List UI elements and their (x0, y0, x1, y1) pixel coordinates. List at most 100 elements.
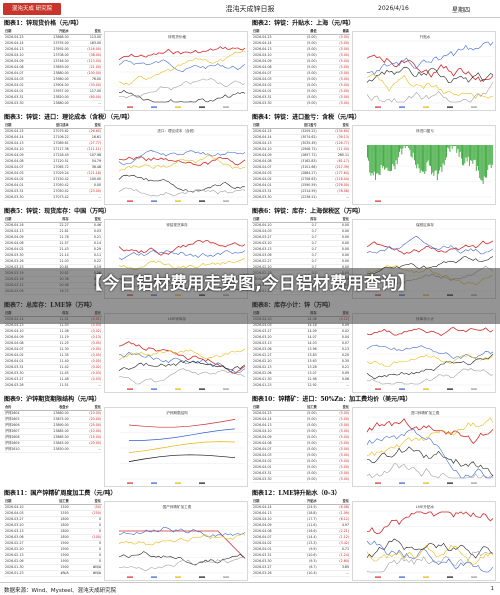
table-cell: 2026-03-31 (252, 470, 286, 477)
table-row: 沪锌2605 23875.00 (20.00) (4, 416, 102, 423)
table-cell: (5.00) (285, 422, 318, 429)
table-cell: (217.39) (317, 164, 350, 171)
chart-caption: 锌锭现货库存 (166, 222, 188, 227)
import-profit-bar (387, 145, 389, 171)
table-cell: 2026-03-30 (252, 558, 286, 565)
table-cell: 23592.00 (37, 46, 70, 53)
legend-swatch (399, 482, 405, 484)
legend-swatch (223, 388, 229, 390)
panel-chart: 升贴水 (352, 31, 496, 111)
table-cell: 2026-03-31 (4, 364, 38, 371)
table-row: 2026-04-02 (5.00) (5.00) (252, 82, 350, 89)
table-row: 2026-04-08 (16.6) (2.21) (252, 528, 350, 535)
table-cell: 2026-02-06 (4, 558, 38, 565)
import-profit-bar (407, 145, 409, 146)
panel-title: 图表6：锌锭：库存：上海保税区（万吨） (252, 208, 365, 215)
table-cell: 21.43 (37, 246, 70, 253)
import-profit-bar (447, 145, 449, 148)
import-profit-bar (391, 145, 392, 171)
table-header-row: 日期库存变化 (252, 217, 350, 223)
table-cell: 2026-04-08 (252, 64, 286, 71)
table-cell: 0.00 (317, 222, 350, 229)
legend-swatch (375, 200, 381, 202)
table-cell: 0 (69, 528, 102, 535)
term-structure-series (128, 454, 236, 462)
import-profit-bar (489, 145, 491, 165)
table-row: 沪锌2607 23885.00 (10.00) (4, 428, 102, 435)
import-profit-bar (381, 145, 383, 168)
table-row: 2026-04-16 22.27 0.46 (4, 222, 102, 229)
table-header-cell: 日期 (252, 217, 286, 223)
table-cell: 沪锌2607 (4, 428, 38, 435)
table-cell: (5.00) (317, 40, 350, 47)
table-cell: (116.00) (69, 46, 102, 53)
table-cell: 14.18 (285, 322, 318, 329)
import-profit-bar (417, 145, 419, 165)
table-row: 2026-04-10 (2908.72) (11.00) (252, 146, 350, 153)
table-row: 2026-04-08 (5.00) (5.00) (252, 440, 350, 447)
import-profit-bar (444, 145, 446, 160)
table-cell: (111.11) (69, 146, 102, 153)
table-row: 2026-03-26 (10.4)… (252, 570, 350, 577)
import-profit-bar (373, 145, 375, 172)
import-profit-bar (393, 145, 395, 166)
legend-swatch (151, 388, 157, 390)
table-cell: (60.00) (69, 94, 102, 101)
table-cell: 2026-02-27 (252, 258, 286, 265)
table-row: 2026-04-14 27106.22 16.61 (4, 134, 102, 141)
table-cell: 13.28 (285, 364, 318, 371)
table-cell: 2026-04-03 (252, 452, 286, 459)
table-cell: 2026-03-27 (4, 516, 38, 523)
table-cell: 2026-04-07 (252, 164, 286, 171)
table-row: 2026-03-26 21.03 0.22 (4, 258, 102, 265)
table-cell: 2026-03-06 (252, 252, 286, 259)
import-profit-bar (423, 145, 425, 172)
panel-data-table: 日期库存变化2026-04-1014.06(0.12)2026-04-0314.… (252, 311, 350, 389)
table-row: 2026-04-03 0.7 0.00 (252, 228, 350, 235)
table-cell: (5.00) (317, 410, 350, 417)
table-cell: 沪锌2609 (4, 440, 38, 447)
table-cell: 2026-03-06 (252, 346, 286, 353)
table-row: 2026-03-31 23820.00 (60.00) (4, 94, 102, 101)
table-cell: … (317, 194, 350, 201)
table-cell: 沪锌2604 (4, 410, 38, 417)
table-row: 2026-03-13 1800 0 (4, 528, 102, 535)
table-row: 2026-03-06 1800 (100) (4, 534, 102, 541)
import-profit-bar (467, 145, 469, 157)
table-cell: (0.05) (69, 340, 102, 347)
import-profit-bar (436, 145, 438, 181)
import-profit-bar (439, 145, 441, 171)
table-cell: 23980.00 (37, 76, 70, 83)
table-cell: 2026-01-23 (252, 382, 286, 389)
table-row: 2026-04-10 (17.7) (6.12) (252, 516, 350, 523)
table-row: 2026-02-27 13.83 0.20 (252, 352, 350, 359)
chart-series-line (366, 240, 494, 255)
legend-swatch (199, 388, 205, 390)
chart-series-line (366, 353, 494, 380)
table-row: 2026-04-08 27120.51 54.79 (4, 158, 102, 165)
table-cell: (21.00) (69, 64, 102, 71)
panel-p3: 图表3：锌锭：进口：理论成本（含税）（元/吨） 日期 进口成本 变化 2026-04-1… (4, 113, 248, 208)
table-cell: 0.7 (285, 246, 318, 253)
panel-data-table: 日期 进口盈亏 变化 2026-04-15 (3209.22) (134.60) 2026-… (252, 123, 350, 201)
table-row: 2026-04-01 (9.9) 0.71 (252, 546, 350, 553)
table-row: 2026-04-15 (3209.22) (134.60) (252, 128, 350, 135)
table-cell: 2026-04-08 (252, 528, 286, 535)
table-cell: 2026-04-10 (4, 146, 38, 153)
import-profit-bar (428, 145, 430, 166)
table-row: 2026-04-13 (18.8) (1.09) (252, 510, 350, 517)
chart-series-line (366, 446, 494, 477)
table-row: 2026-03-27 14.09 0.02 (252, 328, 350, 335)
import-profit-bar (408, 145, 410, 148)
table-cell: 2026-03-27 (252, 564, 286, 571)
import-profit-bar (378, 145, 380, 175)
table-row: 2026-02-06 13.07 0.09 (252, 370, 350, 377)
table-cell: 0.07 (317, 340, 350, 347)
table-cell: 21.57 (37, 240, 70, 247)
table-cell: 2026-04-01 (4, 358, 38, 365)
table-row: 2026-01-30 12.98 0.06 (252, 376, 350, 383)
import-profit-bar (451, 145, 453, 149)
import-profit-bar (421, 145, 423, 172)
import-profit-bar (433, 145, 435, 176)
table-cell: 13.63 (285, 358, 318, 365)
